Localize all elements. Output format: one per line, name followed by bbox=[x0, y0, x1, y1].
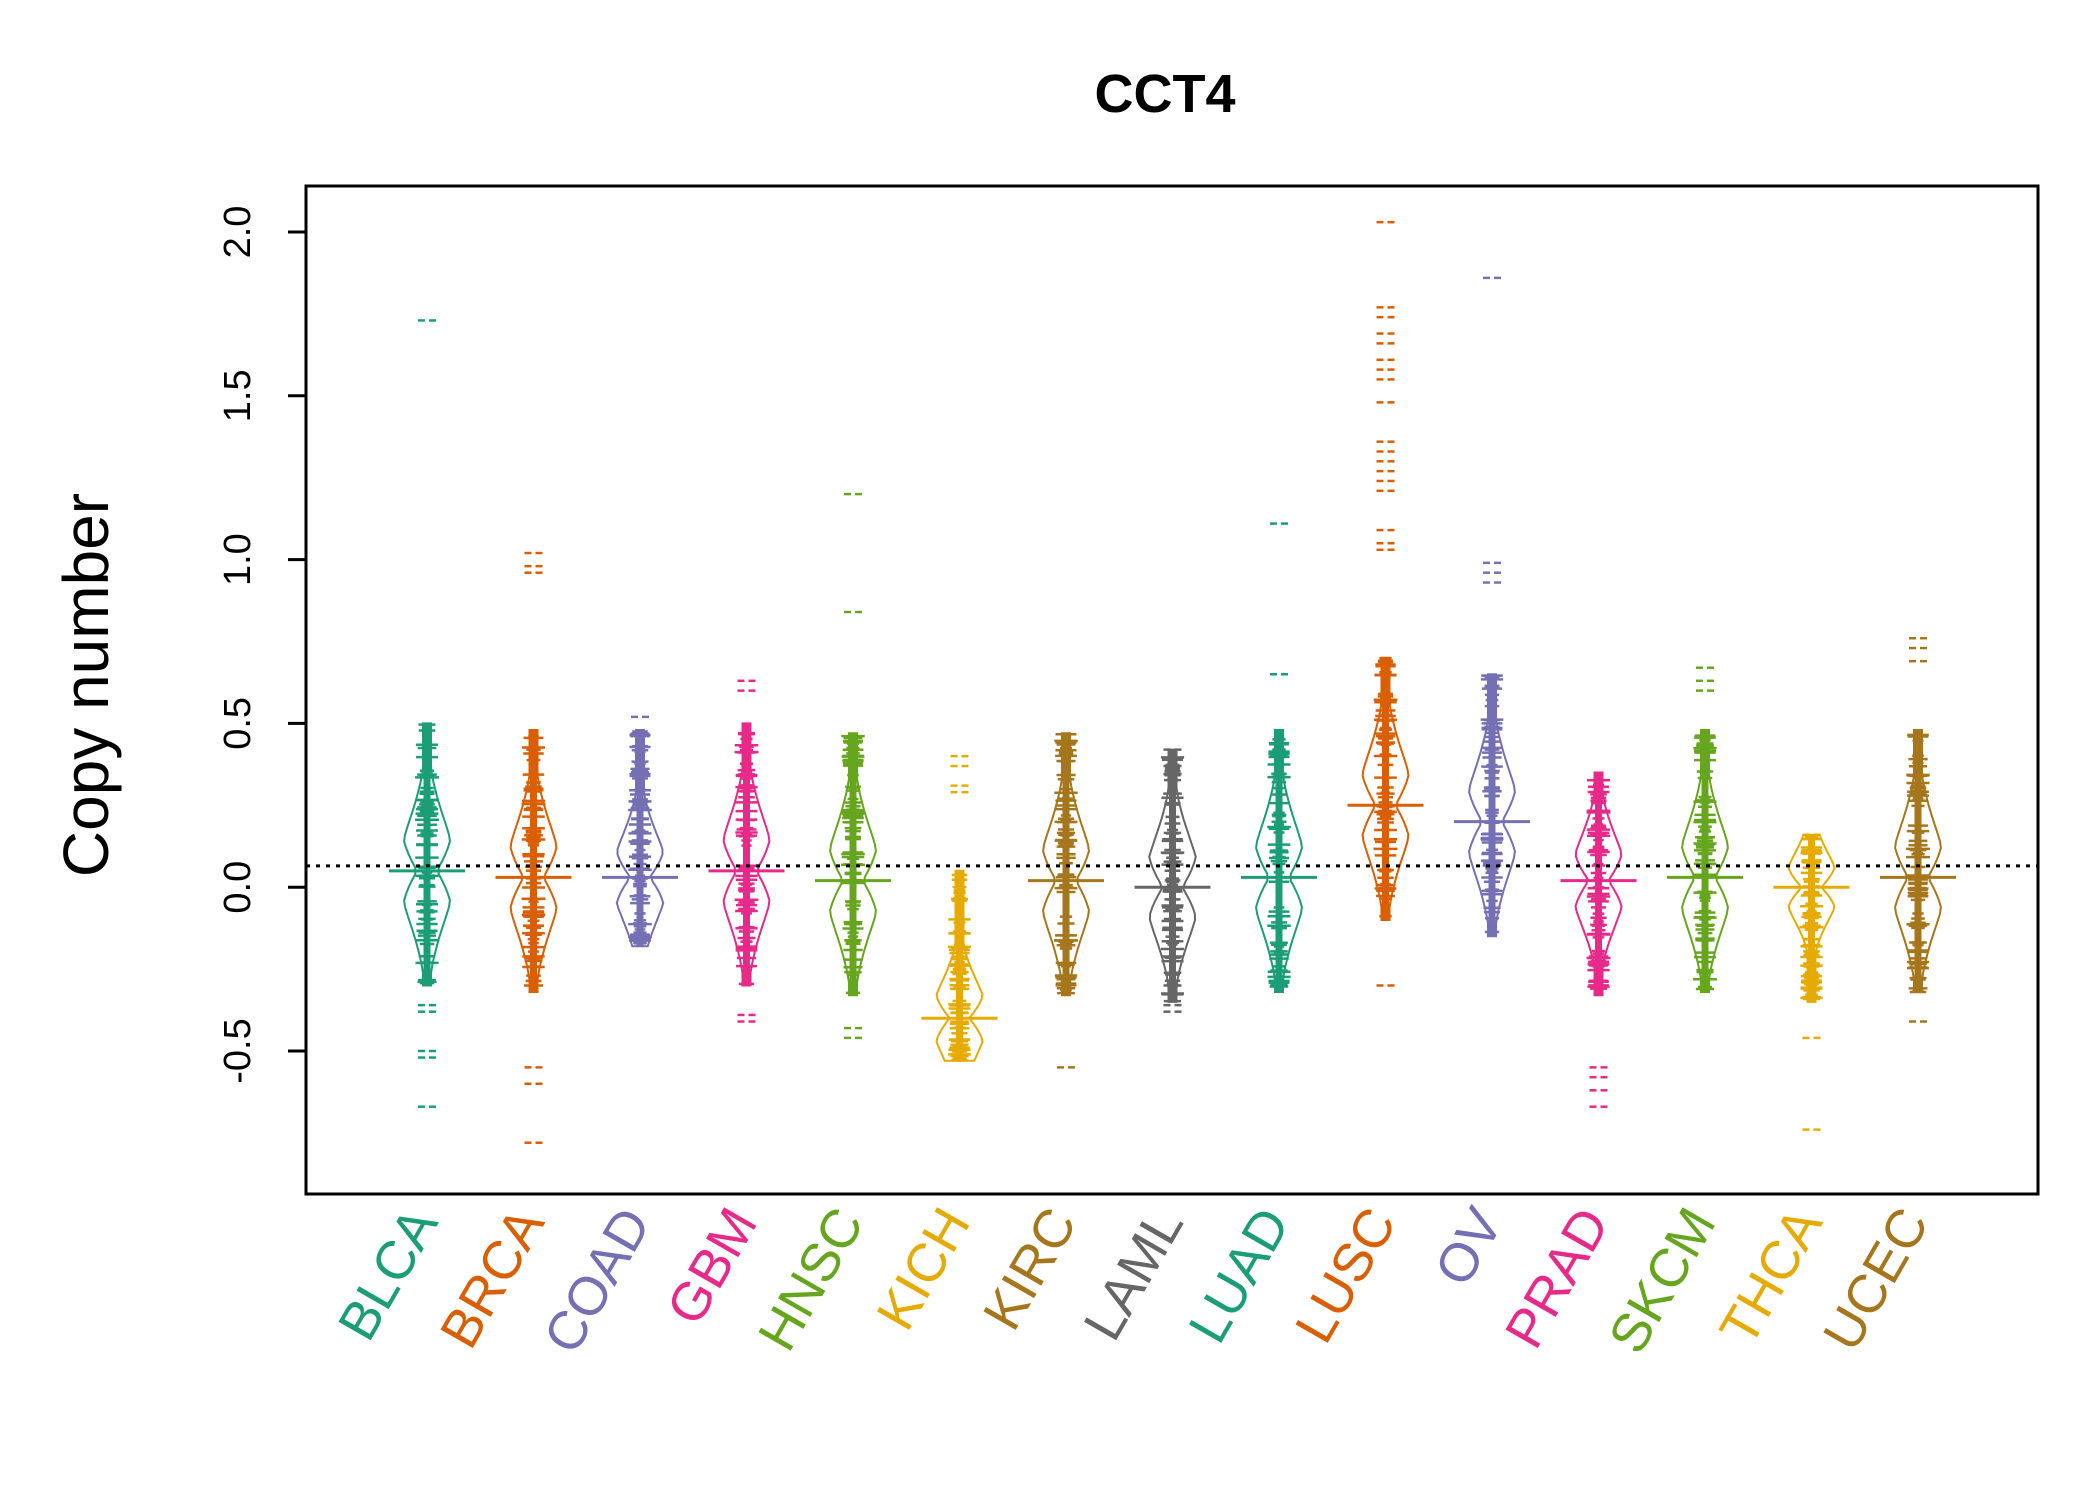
y-tick-label: 2.0 bbox=[217, 206, 259, 259]
x-label-ucec: UCEC bbox=[1812, 1198, 1940, 1361]
x-label-kirc: KIRC bbox=[972, 1198, 1088, 1340]
bean-coad bbox=[602, 715, 678, 948]
bean-skcm bbox=[1667, 666, 1743, 993]
x-label-coad: COAD bbox=[532, 1198, 662, 1363]
y-axis: -0.5 0.0 0.5 1.0 1.5 2.0 bbox=[217, 206, 308, 1084]
x-label-gbm: GBM bbox=[655, 1198, 768, 1335]
x-label-hnsc: HNSC bbox=[747, 1198, 875, 1361]
x-label-laml: LAML bbox=[1072, 1198, 1195, 1350]
bean-lusc bbox=[1347, 220, 1424, 987]
data-layer bbox=[389, 220, 1956, 1144]
bean-laml bbox=[1134, 748, 1211, 1013]
x-label-ov: OV bbox=[1423, 1198, 1514, 1296]
bean-brca bbox=[495, 551, 572, 1144]
y-tick-label: 0.0 bbox=[217, 861, 259, 914]
bean-gbm bbox=[708, 679, 785, 1023]
bean-hnsc bbox=[815, 492, 891, 1040]
y-tick-label: 1.5 bbox=[217, 369, 259, 422]
chart-title: CCT4 bbox=[1094, 64, 1235, 124]
bean-kirc bbox=[1028, 732, 1104, 1069]
plot-frame bbox=[304, 184, 2040, 1196]
y-tick-label: 0.5 bbox=[217, 697, 259, 750]
bean-luad bbox=[1241, 522, 1317, 993]
bean-ov bbox=[1454, 276, 1530, 938]
y-axis-label: Copy number bbox=[50, 493, 122, 877]
bean-kich bbox=[921, 754, 998, 1062]
y-tick-label: 1.0 bbox=[217, 533, 259, 586]
x-label-skcm: SKCM bbox=[1597, 1198, 1727, 1363]
x-label-kich: KICH bbox=[865, 1198, 981, 1340]
x-label-luad: LUAD bbox=[1177, 1198, 1301, 1353]
x-label-lusc: LUSC bbox=[1284, 1198, 1408, 1353]
bean-prad bbox=[1560, 771, 1637, 1108]
bean-thca bbox=[1773, 833, 1850, 1131]
bean-blca bbox=[389, 319, 465, 1108]
y-tick-label: -0.5 bbox=[217, 1018, 259, 1083]
bean-ucec bbox=[1880, 636, 1956, 1023]
